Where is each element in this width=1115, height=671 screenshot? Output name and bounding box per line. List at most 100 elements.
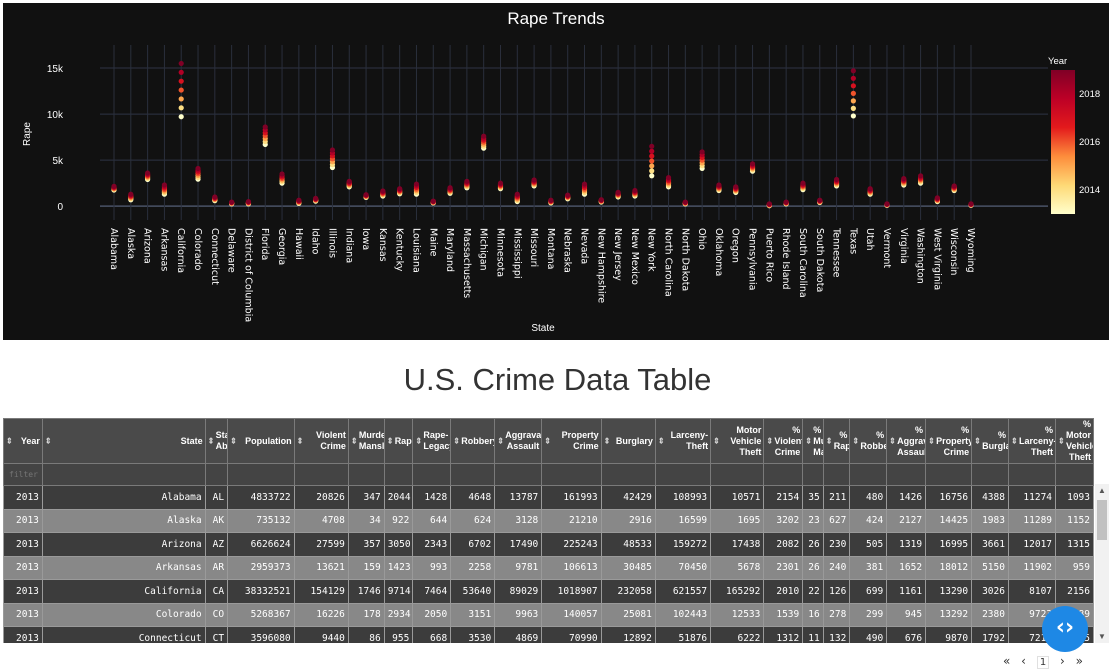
table-cell[interactable]: 154129 xyxy=(293,579,349,604)
column-header[interactable]: ⇕% Burglary xyxy=(971,418,1009,464)
column-header[interactable]: ⇕State Abbr xyxy=(204,418,229,464)
table-cell[interactable]: AR xyxy=(204,555,229,580)
table-cell[interactable]: 621557 xyxy=(654,579,712,604)
column-filter-input[interactable] xyxy=(387,464,410,485)
sort-icon[interactable]: ⇕ xyxy=(386,436,394,446)
scroll-down-icon[interactable]: ▼ xyxy=(1098,632,1106,641)
table-cell[interactable]: 140057 xyxy=(541,602,602,627)
table-cell[interactable]: 16995 xyxy=(925,532,973,557)
column-filter-input[interactable] xyxy=(806,464,820,485)
table-cell[interactable]: 1983 xyxy=(971,508,1009,533)
table-cell[interactable]: 1152 xyxy=(1055,508,1094,533)
table-cell[interactable]: 9714 xyxy=(383,579,414,604)
table-cell[interactable]: 232058 xyxy=(600,579,656,604)
table-cell[interactable]: AL xyxy=(204,485,229,510)
table-cell[interactable]: 2050 xyxy=(412,602,452,627)
table-cell[interactable]: 2127 xyxy=(886,508,927,533)
table-cell[interactable]: 17490 xyxy=(494,532,543,557)
table-cell[interactable]: 1426 xyxy=(886,485,927,510)
table-cell[interactable]: 4708 xyxy=(293,508,349,533)
table-cell[interactable]: 1161 xyxy=(886,579,927,604)
table-cell[interactable]: 165292 xyxy=(710,579,765,604)
last-page-button[interactable]: » xyxy=(1075,654,1083,668)
table-cell[interactable]: 381 xyxy=(849,555,888,580)
table-cell[interactable]: 11902 xyxy=(1007,555,1057,580)
column-header[interactable]: ⇕Rape-Legacy xyxy=(412,418,452,464)
table-cell[interactable]: 159 xyxy=(347,555,385,580)
table-cell[interactable]: 13621 xyxy=(293,555,349,580)
table-row[interactable]: 2013 Alabama AL 4833722 20826 347 2044 1428 4648… xyxy=(3,485,1094,510)
table-cell[interactable]: 102443 xyxy=(654,602,712,627)
table-cell[interactable]: 132 xyxy=(822,626,851,643)
table-row[interactable]: 2013 California CA 38332521 154129 1746 9714 74… xyxy=(3,579,1094,604)
column-filter-input[interactable] xyxy=(1059,464,1090,485)
table-cell[interactable]: 240 xyxy=(822,555,851,580)
table-cell[interactable]: 490 xyxy=(849,626,888,643)
table-cell[interactable]: 5268367 xyxy=(227,602,295,627)
table-cell[interactable]: 16 xyxy=(802,602,824,627)
column-header[interactable]: ⇕ Robbery xyxy=(450,418,496,464)
sort-icon[interactable]: ⇕ xyxy=(350,436,358,446)
table-cell[interactable]: AZ xyxy=(204,532,229,557)
table-cell[interactable]: 3530 xyxy=(450,626,496,643)
table-cell[interactable]: Arkansas xyxy=(41,555,206,580)
table-cell[interactable]: 159272 xyxy=(654,532,712,557)
column-header[interactable]: ⇕% Larceny-Theft xyxy=(1007,418,1057,464)
scroll-thumb[interactable] xyxy=(1097,500,1107,540)
table-cell[interactable]: 161993 xyxy=(541,485,602,510)
table-cell[interactable]: 18012 xyxy=(925,555,973,580)
table-scrollbar[interactable]: ▲ ▼ xyxy=(1095,484,1109,643)
table-cell[interactable]: 2013 xyxy=(3,555,43,580)
table-cell[interactable]: 3128 xyxy=(494,508,543,533)
sort-icon[interactable]: ⇕ xyxy=(825,436,833,446)
table-cell[interactable]: CT xyxy=(204,626,229,643)
table-cell[interactable]: Colorado xyxy=(41,602,206,627)
table-cell[interactable]: 34 xyxy=(347,508,385,533)
table-cell[interactable]: 993 xyxy=(412,555,452,580)
table-row[interactable]: 2013 Connecticut CT 3596080 9440 86 955 668 3530… xyxy=(3,626,1094,643)
table-cell[interactable]: 2013 xyxy=(3,532,43,557)
column-filter-input[interactable] xyxy=(7,464,39,485)
table-cell[interactable]: 2013 xyxy=(3,485,43,510)
column-filter-input[interactable] xyxy=(498,464,539,485)
column-header[interactable]: ⇕% Robbery xyxy=(849,418,888,464)
table-cell[interactable]: 2013 xyxy=(3,579,43,604)
column-header[interactable]: ⇕% Motor Vehicle Theft xyxy=(1055,418,1094,464)
table-cell[interactable]: 676 xyxy=(886,626,927,643)
sort-icon[interactable]: ⇕ xyxy=(974,436,981,446)
table-cell[interactable]: 4648 xyxy=(450,485,496,510)
column-header[interactable]: ⇕ Year xyxy=(3,418,43,464)
code-toggle-button[interactable]: ‹› xyxy=(1042,606,1088,652)
table-cell[interactable]: 53640 xyxy=(450,579,496,604)
table-cell[interactable]: 11274 xyxy=(1007,485,1057,510)
table-cell[interactable]: California xyxy=(41,579,206,604)
table-cell[interactable]: 30485 xyxy=(600,555,656,580)
column-header[interactable]: ⇕ Property Crime xyxy=(541,418,602,464)
column-filter-input[interactable] xyxy=(826,464,847,485)
table-cell[interactable]: Alabama xyxy=(41,485,206,510)
table-cell[interactable]: 106613 xyxy=(541,555,602,580)
table-cell[interactable]: 48533 xyxy=(600,532,656,557)
table-cell[interactable]: 347 xyxy=(347,485,385,510)
column-header[interactable]: ⇕Rape xyxy=(383,418,414,464)
table-cell[interactable]: 9870 xyxy=(925,626,973,643)
table-cell[interactable]: 2013 xyxy=(3,602,43,627)
column-filter-input[interactable] xyxy=(416,464,448,485)
table-cell[interactable]: 11 xyxy=(802,626,824,643)
table-cell[interactable]: 17438 xyxy=(710,532,765,557)
page-number[interactable]: 1 xyxy=(1036,656,1050,669)
table-cell[interactable]: 624 xyxy=(450,508,496,533)
table-cell[interactable]: AK xyxy=(204,508,229,533)
table-cell[interactable]: 3202 xyxy=(763,508,804,533)
table-cell[interactable]: 1319 xyxy=(886,532,927,557)
table-cell[interactable]: 12892 xyxy=(600,626,656,643)
table-cell[interactable]: 3661 xyxy=(971,532,1009,557)
table-cell[interactable]: Alaska xyxy=(41,508,206,533)
table-cell[interactable]: 10571 xyxy=(710,485,765,510)
table-cell[interactable]: 27599 xyxy=(293,532,349,557)
column-filter-input[interactable] xyxy=(604,464,652,485)
table-cell[interactable]: 8107 xyxy=(1007,579,1057,604)
table-cell[interactable]: 51876 xyxy=(654,626,712,643)
table-row[interactable]: 2013 Alaska AK 735132 4708 34 922 644 624 3128 212… xyxy=(3,508,1094,533)
table-cell[interactable]: 955 xyxy=(383,626,414,643)
